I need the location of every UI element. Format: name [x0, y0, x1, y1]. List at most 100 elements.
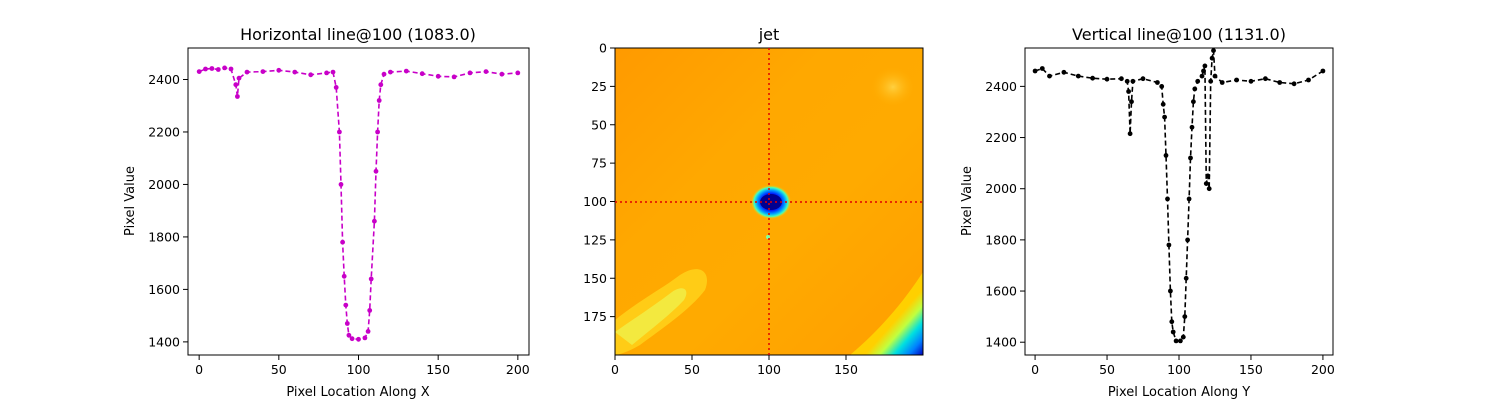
data-point: [349, 336, 355, 342]
y-tick-label: 2400: [985, 79, 1017, 94]
data-point: [1155, 80, 1160, 85]
data-point: [376, 98, 382, 103]
data-point: [1039, 66, 1045, 71]
data-point: [1208, 78, 1214, 84]
data-point: [375, 129, 380, 135]
data-point: [1163, 153, 1169, 158]
data-point: [451, 74, 457, 80]
data-point: [1130, 78, 1136, 84]
x-tick-label: 150: [1239, 362, 1263, 377]
data-point: [1104, 76, 1110, 82]
data-point: [483, 69, 489, 74]
x-axis-label: Pixel Location Along Y: [1108, 385, 1250, 400]
data-point: [373, 168, 379, 174]
data-point: [1277, 80, 1283, 85]
jet-image-panel: jet 0 50 100 150 0 25 50 75 100 125 150 175: [583, 25, 924, 377]
data-point: [260, 69, 266, 74]
y-tick-label: 2200: [985, 130, 1017, 145]
y-axis-label: Pixel Value: [123, 166, 138, 236]
data-point: [1124, 78, 1130, 84]
data-point: [1306, 77, 1311, 83]
data-point: [292, 69, 298, 75]
data-point: [1206, 186, 1212, 192]
data-point: [1169, 319, 1175, 325]
x-tick-label: 100: [757, 362, 781, 377]
data-point: [1075, 73, 1081, 79]
data-point: [1170, 329, 1176, 335]
x-tick-label: 0: [195, 362, 203, 377]
data-point: [1201, 68, 1206, 74]
x-tick-label: 0: [611, 362, 619, 377]
y-tick-label: 100: [583, 194, 607, 209]
data-point: [388, 69, 393, 75]
data-point: [1291, 81, 1297, 87]
data-point: [1166, 242, 1172, 248]
data-point: [1129, 99, 1134, 105]
data-point: [1189, 124, 1195, 130]
data-point: [222, 65, 228, 71]
data-point: [1202, 63, 1208, 69]
data-point: [1185, 237, 1190, 243]
y-axis-label: Pixel Value: [960, 166, 975, 236]
y-tick-label: 1600: [148, 282, 180, 297]
data-point: [1195, 78, 1201, 84]
data-point: [1211, 48, 1216, 53]
data-point: [356, 336, 361, 342]
x-tick-label: 50: [271, 362, 287, 377]
data-point: [367, 308, 373, 313]
y-tick-label: 2000: [985, 181, 1017, 196]
data-point: [1140, 76, 1146, 82]
x-tick-label: 50: [1099, 362, 1115, 377]
y-tick-label: 50: [591, 117, 607, 132]
y-tick-label: 75: [591, 156, 607, 171]
data-point: [308, 72, 314, 78]
data-point: [244, 69, 250, 75]
y-tick-label: 2200: [148, 124, 180, 139]
data-point: [1209, 55, 1215, 61]
x-axis-label: Pixel Location Along X: [286, 385, 429, 400]
image-title: jet: [758, 25, 780, 44]
data-point: [203, 66, 208, 72]
horizontal-profile-chart: Horizontal line@100 (1083.0) 0 50 100 150 20…: [123, 25, 530, 400]
data-point: [1205, 173, 1211, 179]
data-point: [1047, 73, 1052, 79]
data-point: [233, 82, 239, 88]
data-point: [1180, 334, 1186, 340]
data-point: [1186, 196, 1192, 202]
data-point: [365, 329, 371, 334]
data-point: [1263, 76, 1268, 82]
data-point: [1192, 86, 1198, 92]
data-point: [1248, 78, 1254, 84]
data-point: [330, 69, 336, 75]
data-point: [1160, 101, 1166, 107]
data-point: [340, 239, 345, 245]
data-point: [338, 182, 344, 187]
data-point: [1320, 68, 1326, 74]
data-point: [419, 71, 425, 77]
data-point: [337, 129, 342, 135]
data-point: [1191, 99, 1196, 105]
chart-title: Horizontal line@100 (1083.0): [240, 25, 476, 44]
x-tick-label: 200: [1311, 362, 1335, 377]
y-tick-label: 1600: [985, 284, 1017, 299]
chart-title: Vertical line@100 (1131.0): [1072, 25, 1286, 44]
data-point: [1090, 75, 1095, 81]
plot-area: [1024, 47, 1334, 356]
x-tick-label: 0: [1031, 362, 1039, 377]
data-point: [1219, 80, 1225, 85]
data-point: [215, 67, 221, 72]
data-point: [346, 332, 352, 338]
data-point: [344, 321, 350, 326]
data-point: [381, 71, 387, 77]
data-point: [333, 85, 339, 90]
y-tick-label: 175: [583, 309, 607, 324]
data-point: [1165, 196, 1170, 202]
y-tick-label: 1400: [148, 334, 180, 349]
data-point: [1173, 338, 1179, 344]
data-point: [1234, 77, 1239, 83]
data-point: [515, 70, 521, 76]
x-tick-label: 150: [426, 362, 450, 377]
data-point: [1212, 73, 1218, 79]
y-tick-label: 2000: [148, 177, 180, 192]
